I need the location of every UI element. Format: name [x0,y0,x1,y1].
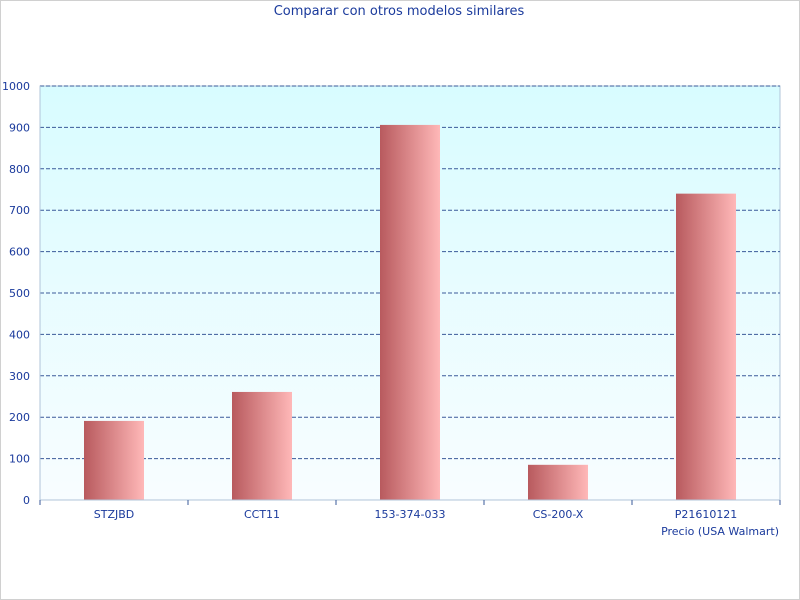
bar-cs-200-x [528,464,588,500]
chart-title: Comparar con otros modelos similares [273,4,525,19]
y-tick-label: 900 [9,121,30,134]
x-tick-label: CCT11 [244,508,280,521]
x-axis-title: Precio (USA Walmart) [661,525,779,538]
y-tick-label: 600 [9,246,30,259]
y-tick-label: 200 [9,411,30,424]
y-tick-label: 400 [9,328,30,341]
y-tick-labels: 0 100 200 300 400 500 600 700 800 900 1000 [2,80,30,507]
bar-stzjbd [84,420,144,500]
y-tick-label: 700 [9,204,30,217]
bar-p21610121 [676,193,736,500]
bar-153-374-033 [380,124,440,500]
axes [39,86,781,505]
x-tick-label: CS-200-X [533,508,584,521]
bar-cct11 [232,391,292,500]
y-tick-label: 800 [9,163,30,176]
x-tick-labels: STZJBD CCT11 153-374-033 CS-200-X P21610121 [94,508,738,521]
y-tick-label: 0 [23,494,30,507]
y-tick-label: 500 [9,287,30,300]
y-tick-label: 100 [9,453,30,466]
x-tick-label: P21610121 [675,508,738,521]
y-tick-label: 1000 [2,80,30,93]
y-tick-label: 300 [9,370,30,383]
x-tick-label: 153-374-033 [375,508,446,521]
x-tick-label: STZJBD [94,508,135,521]
bars [84,124,736,500]
